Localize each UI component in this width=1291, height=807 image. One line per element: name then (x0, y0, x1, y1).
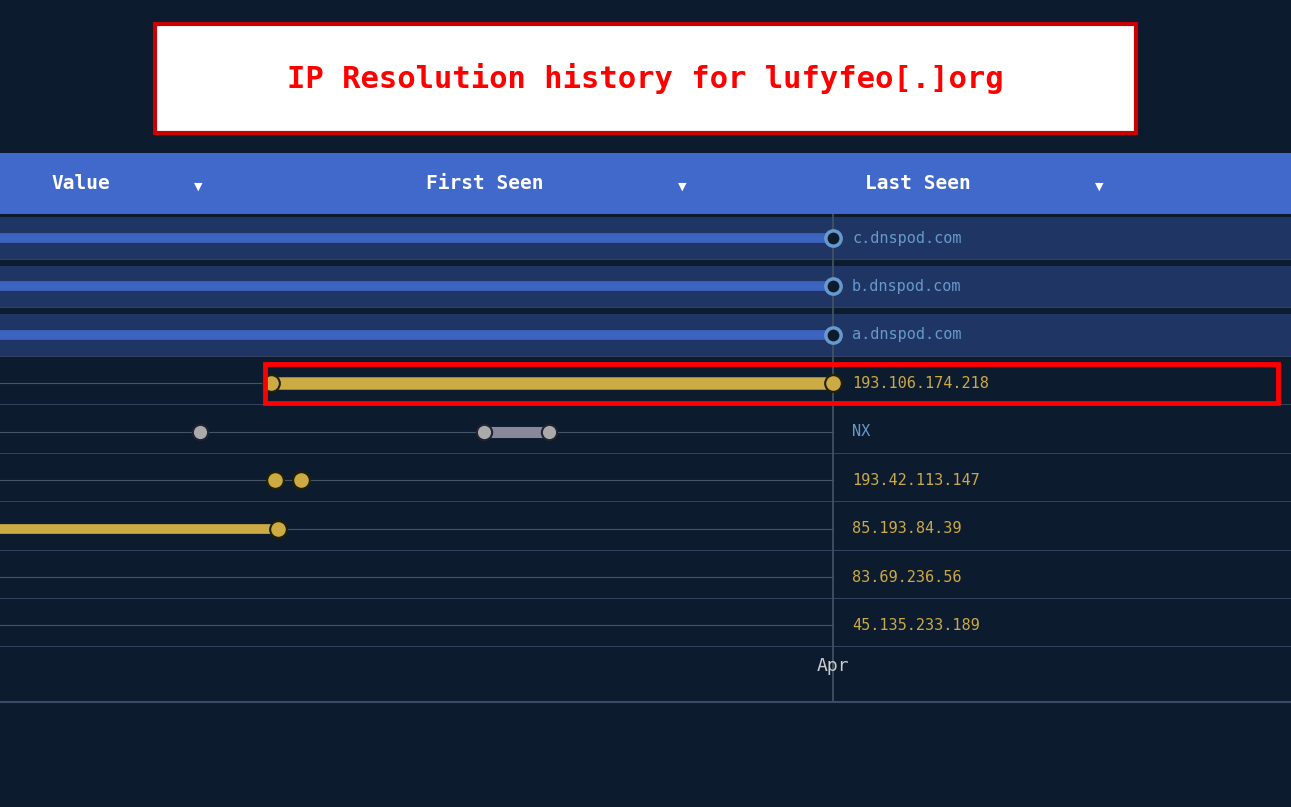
Bar (0, 153, 1291, 214)
Text: Last Seen: Last Seen (865, 174, 971, 193)
Bar (0, 266, 1291, 307)
Text: 45.135.233.189: 45.135.233.189 (852, 618, 980, 633)
Text: ▼: ▼ (1095, 182, 1104, 192)
Text: IP Resolution history for lufyfeo[.]org: IP Resolution history for lufyfeo[.]org (287, 63, 1004, 94)
Bar (0, 217, 1291, 259)
Text: NX: NX (852, 424, 870, 439)
Text: 85.193.84.39: 85.193.84.39 (852, 521, 962, 536)
Text: c.dnspod.com: c.dnspod.com (852, 231, 962, 245)
Text: 193.42.113.147: 193.42.113.147 (852, 473, 980, 487)
Text: b.dnspod.com: b.dnspod.com (852, 279, 962, 294)
Text: Apr: Apr (816, 657, 849, 675)
Text: 193.106.174.218: 193.106.174.218 (852, 376, 989, 391)
Text: 83.69.236.56: 83.69.236.56 (852, 570, 962, 584)
FancyBboxPatch shape (155, 24, 1136, 133)
Text: Value: Value (52, 174, 111, 193)
Text: ▼: ▼ (194, 182, 203, 192)
Text: ▼: ▼ (678, 182, 687, 192)
Text: First Seen: First Seen (426, 174, 544, 193)
Text: a.dnspod.com: a.dnspod.com (852, 328, 962, 342)
Bar (0, 314, 1291, 356)
